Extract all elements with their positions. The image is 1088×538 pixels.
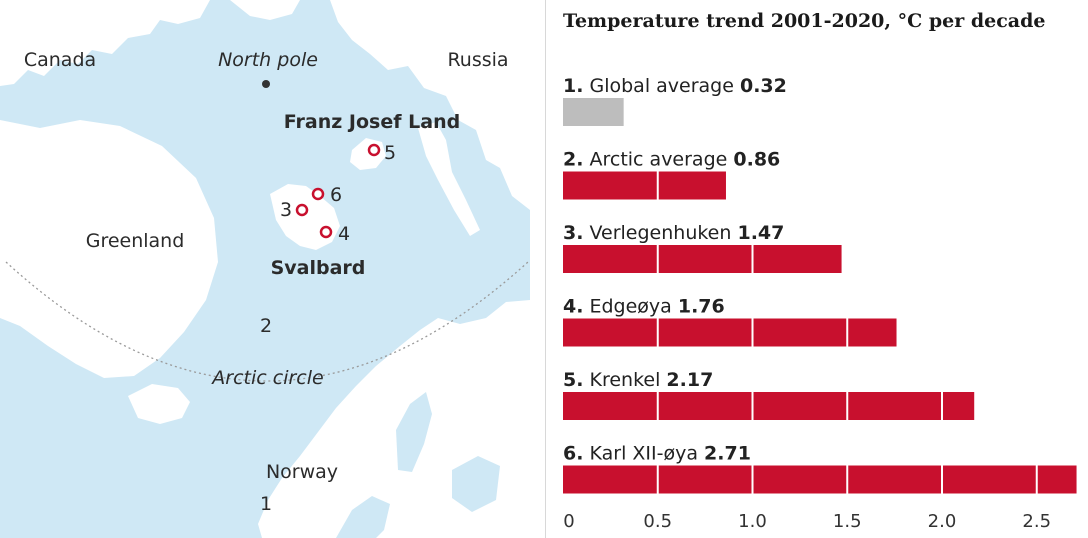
station-marker-3 bbox=[295, 203, 309, 217]
row-number: 2. bbox=[563, 149, 583, 171]
bar bbox=[563, 98, 624, 126]
bar bbox=[563, 465, 1077, 494]
row-label: 1. Global average 0.32 bbox=[563, 75, 787, 97]
station-number-5: 5 bbox=[384, 142, 396, 164]
arctic-map-svg: Canada North pole Russia Franz Josef Lan… bbox=[0, 0, 530, 538]
row-number: 4. bbox=[563, 296, 583, 318]
x-tick-label: 1.5 bbox=[833, 511, 862, 532]
arctic-map: Canada North pole Russia Franz Josef Lan… bbox=[0, 0, 530, 538]
row-name: Karl XII-øya bbox=[583, 443, 704, 465]
row-number: 3. bbox=[563, 222, 583, 244]
x-axis-ticks: 0 0.5 1.0 1.5 2.0 2.5 bbox=[563, 511, 1051, 532]
x-tick-label: 0 bbox=[563, 511, 574, 532]
row-name: Krenkel bbox=[583, 369, 666, 391]
data-label: 2.17 bbox=[666, 369, 713, 391]
row-number: 1. bbox=[563, 75, 583, 97]
row-label: 3. Verlegenhuken 1.47 bbox=[563, 222, 784, 244]
bar bbox=[563, 318, 897, 347]
data-label: 2.71 bbox=[704, 443, 751, 465]
chart-title: Temperature trend 2001-2020, °C per deca… bbox=[563, 10, 1045, 32]
label-greenland: Greenland bbox=[86, 230, 185, 252]
land-greenland bbox=[0, 120, 218, 378]
row-number: 6. bbox=[563, 443, 583, 465]
label-russia: Russia bbox=[447, 49, 508, 71]
panel-divider bbox=[545, 0, 546, 538]
row-number: 5. bbox=[563, 369, 583, 391]
row-label: 4. Edgeøya 1.76 bbox=[563, 296, 725, 318]
station-number-6: 6 bbox=[330, 184, 342, 206]
bar bbox=[563, 171, 726, 200]
land-canada bbox=[0, 0, 210, 86]
data-label: 0.86 bbox=[733, 149, 780, 171]
bar bbox=[563, 392, 975, 420]
row-name: Global average bbox=[583, 75, 740, 97]
bars-group: 1. Global average 0.32 2. Arctic average … bbox=[563, 75, 1077, 494]
x-tick-label: 2.5 bbox=[1022, 511, 1051, 532]
gulf-of-finland bbox=[452, 456, 500, 512]
row-label: 6. Karl XII-øya 2.71 bbox=[563, 443, 751, 465]
row-label: 2. Arctic average 0.86 bbox=[563, 149, 780, 171]
label-svalbard: Svalbard bbox=[271, 257, 366, 279]
data-label: 1.76 bbox=[678, 296, 725, 318]
data-label: 1.47 bbox=[737, 222, 784, 244]
data-label: 0.32 bbox=[740, 75, 787, 97]
station-marker-4 bbox=[319, 225, 333, 239]
land-russia bbox=[330, 0, 530, 210]
north-pole-dot bbox=[262, 80, 270, 88]
baltic-sea bbox=[336, 496, 390, 538]
station-marker-5 bbox=[367, 143, 381, 157]
land-iceland bbox=[128, 384, 190, 424]
x-tick-label: 1.0 bbox=[738, 511, 767, 532]
temperature-trend-chart: Temperature trend 2001-2020, °C per deca… bbox=[550, 0, 1088, 538]
x-tick-label: 0.5 bbox=[643, 511, 672, 532]
row-label: 5. Krenkel 2.17 bbox=[563, 369, 713, 391]
land-canada-islands bbox=[230, 0, 300, 20]
station-number-3: 3 bbox=[280, 199, 292, 221]
row-name: Edgeøya bbox=[583, 296, 677, 318]
station-number-2: 2 bbox=[260, 315, 272, 337]
chart-svg: Temperature trend 2001-2020, °C per deca… bbox=[563, 10, 1077, 532]
station-marker-6 bbox=[311, 187, 325, 201]
station-number-1: 1 bbox=[260, 493, 272, 515]
label-franz-josef-land: Franz Josef Land bbox=[284, 111, 460, 133]
label-norway: Norway bbox=[266, 461, 338, 483]
row-name: Arctic average bbox=[583, 149, 733, 171]
row-name: Verlegenhuken bbox=[583, 222, 737, 244]
x-tick-label: 2.0 bbox=[928, 511, 957, 532]
label-canada: Canada bbox=[24, 49, 96, 71]
bar bbox=[563, 245, 842, 273]
gulf-of-bothnia bbox=[396, 392, 432, 472]
label-arctic-circle: Arctic circle bbox=[210, 367, 323, 389]
label-north-pole: North pole bbox=[218, 49, 318, 71]
land-novaya-zemlya bbox=[418, 122, 480, 236]
station-number-4: 4 bbox=[338, 223, 350, 245]
